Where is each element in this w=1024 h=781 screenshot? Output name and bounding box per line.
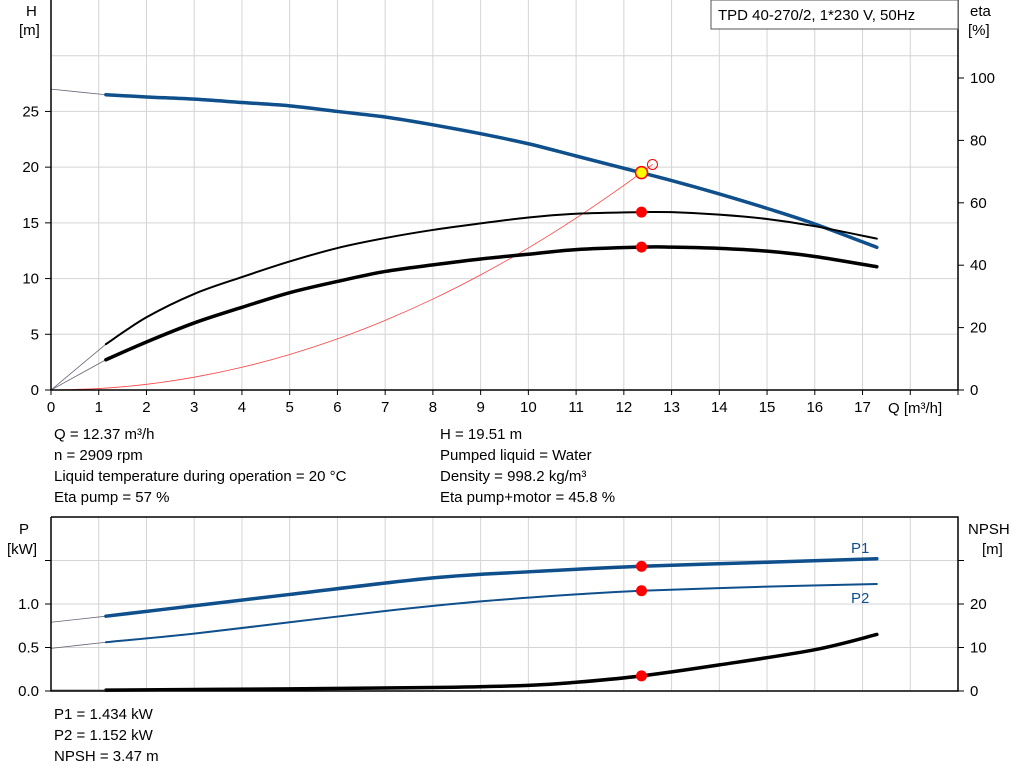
p1-marker bbox=[636, 560, 648, 572]
y2-axis-label-npsh: NPSH bbox=[968, 521, 1010, 538]
duty-point-marker bbox=[634, 165, 649, 180]
x-tick-label: 15 bbox=[759, 399, 776, 416]
x-tick-label: 6 bbox=[333, 399, 341, 416]
info-flow: Q = 12.37 m³/h bbox=[54, 426, 154, 443]
y-tick-label: 20 bbox=[22, 159, 39, 176]
y-tick-label: 10 bbox=[22, 271, 39, 288]
y2-tick-label: 100 bbox=[970, 70, 995, 87]
x-tick-label: 17 bbox=[854, 399, 871, 416]
eta-pump-marker bbox=[636, 206, 648, 218]
x-tick-label: 12 bbox=[615, 399, 632, 416]
npsh-curve bbox=[104, 632, 879, 692]
info-npsh: NPSH = 3.47 m bbox=[54, 748, 159, 765]
x-tick-label: 13 bbox=[663, 399, 680, 416]
series-label-p1: P1 bbox=[851, 540, 869, 557]
x-tick-label: 3 bbox=[190, 399, 198, 416]
y2-tick-label: 80 bbox=[970, 132, 987, 149]
y-axis-unit-h: [m] bbox=[19, 22, 40, 39]
x-tick-label: 14 bbox=[711, 399, 728, 416]
info-top-right: H = 19.51 m Pumped liquid = Water Densit… bbox=[440, 426, 615, 506]
y2-tick-label: 20 bbox=[970, 320, 987, 337]
head-curve bbox=[104, 92, 879, 250]
system-curve-end-marker bbox=[646, 158, 658, 170]
eta-pump-motor-curve bbox=[104, 245, 879, 362]
x-tick-label: 11 bbox=[568, 399, 584, 416]
y-axis-unit-p: [kW] bbox=[7, 541, 37, 558]
p1-curve bbox=[104, 557, 879, 618]
y2-axis-label-eta: eta bbox=[970, 3, 992, 20]
info-pumped-liquid: Pumped liquid = Water bbox=[440, 447, 592, 464]
y-axis-label-h: H bbox=[26, 3, 37, 20]
info-speed: n = 2909 rpm bbox=[54, 447, 143, 464]
eta-pump-curve-extension bbox=[50, 343, 107, 391]
system-curve bbox=[50, 164, 653, 391]
head-curve-extension bbox=[50, 88, 106, 96]
eta-pump-curve bbox=[104, 210, 878, 346]
x-axis-label: Q [m³/h] bbox=[888, 400, 942, 417]
info-p1: P1 = 1.434 kW bbox=[54, 706, 154, 723]
y-tick-label: 1.0 bbox=[18, 596, 39, 613]
y2-tick-label: 60 bbox=[970, 195, 987, 212]
y2-tick-label: 0 bbox=[970, 683, 978, 700]
top-plot-frame bbox=[50, 0, 959, 391]
info-liquid-temperature: Liquid temperature during operation = 20… bbox=[54, 468, 347, 485]
y-tick-label: 0 bbox=[31, 382, 39, 399]
y-tick-label: 15 bbox=[22, 215, 39, 232]
y-tick-label: 0.5 bbox=[18, 640, 39, 657]
y2-axis-unit-npsh: [m] bbox=[982, 541, 1003, 558]
y2-axis-unit-eta: [%] bbox=[968, 22, 990, 39]
y-tick-label: 25 bbox=[22, 103, 39, 120]
y-tick-label: 0.0 bbox=[18, 683, 39, 700]
series-label-p2: P2 bbox=[851, 590, 869, 607]
x-tick-label: 7 bbox=[381, 399, 389, 416]
eta-pump-motor-marker bbox=[636, 241, 648, 253]
x-tick-label: 2 bbox=[142, 399, 150, 416]
y-tick-label: 5 bbox=[31, 326, 39, 343]
x-tick-label: 10 bbox=[520, 399, 537, 416]
y2-tick-label: 10 bbox=[970, 640, 987, 657]
x-tick-label: 1 bbox=[95, 399, 103, 416]
y2-tick-label: 40 bbox=[970, 257, 987, 274]
legend-title: TPD 40-270/2, 1*230 V, 50Hz bbox=[718, 7, 915, 24]
info-density: Density = 998.2 kg/m³ bbox=[440, 468, 586, 485]
x-tick-label: 9 bbox=[476, 399, 484, 416]
legend-box bbox=[710, 0, 959, 30]
p2-curve bbox=[104, 582, 878, 644]
y2-tick-label: 20 bbox=[970, 596, 987, 613]
info-p2: P2 = 1.152 kW bbox=[54, 727, 154, 744]
p2-curve-extension bbox=[50, 641, 106, 649]
p2-marker bbox=[636, 585, 648, 597]
info-top-left: Q = 12.37 m³/h n = 2909 rpm Liquid tempe… bbox=[54, 426, 347, 506]
x-tick-label: 16 bbox=[806, 399, 823, 416]
npsh-marker bbox=[636, 670, 648, 682]
info-eta-pump-motor: Eta pump+motor = 45.8 % bbox=[440, 489, 615, 506]
p1-curve-extension bbox=[50, 615, 106, 623]
x-tick-label: 8 bbox=[429, 399, 437, 416]
x-tick-label: 5 bbox=[286, 399, 294, 416]
info-eta-pump: Eta pump = 57 % bbox=[54, 489, 170, 506]
y2-tick-label: 0 bbox=[970, 382, 978, 399]
eta-pump-motor-curve-extension bbox=[50, 359, 107, 391]
info-head: H = 19.51 m bbox=[440, 426, 522, 443]
y-axis-label-p: P bbox=[19, 521, 29, 538]
x-tick-label: 0 bbox=[47, 399, 55, 416]
x-tick-label: 4 bbox=[238, 399, 246, 416]
info-bottom: P1 = 1.434 kW P2 = 1.152 kW NPSH = 3.47 … bbox=[54, 706, 159, 765]
